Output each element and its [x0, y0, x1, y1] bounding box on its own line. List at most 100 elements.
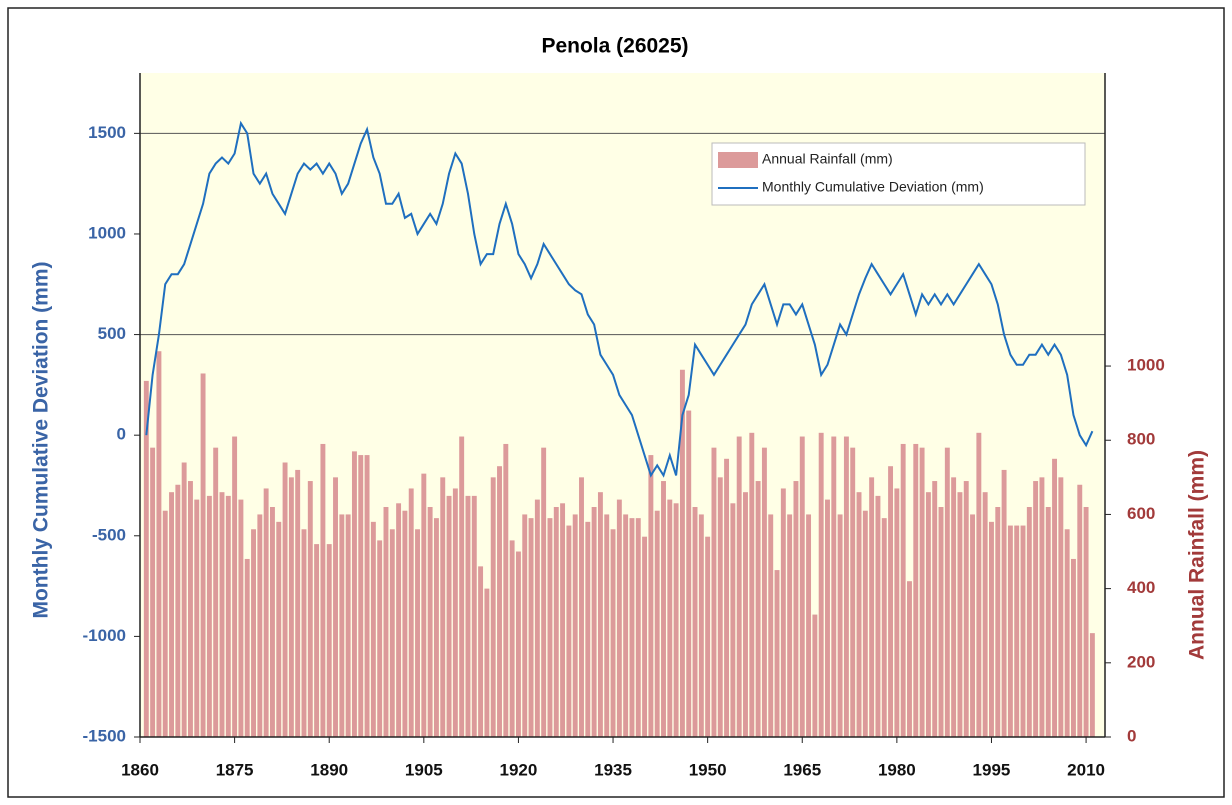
bar	[187, 481, 193, 737]
bar	[169, 492, 174, 737]
bar	[925, 492, 931, 737]
y2-tick-label: 1000	[1127, 356, 1165, 375]
bar	[743, 492, 748, 737]
bar	[326, 544, 332, 737]
y-tick-label: 1000	[88, 223, 126, 242]
bar	[843, 436, 849, 737]
bar	[850, 447, 856, 737]
bar	[768, 514, 774, 737]
bar	[881, 518, 887, 737]
bar	[276, 521, 282, 737]
bar	[648, 455, 654, 737]
bar	[408, 488, 414, 737]
bar	[623, 514, 629, 737]
bar	[837, 514, 843, 737]
bar	[825, 499, 830, 737]
y2-tick-label: 800	[1127, 430, 1155, 449]
bar	[314, 544, 320, 737]
bar	[995, 507, 1001, 737]
bar	[370, 521, 376, 737]
x-tick-label: 1905	[405, 760, 443, 779]
line	[145, 120, 1094, 478]
bar	[1001, 469, 1007, 737]
bar	[1064, 529, 1070, 737]
bar	[787, 514, 793, 737]
bar	[175, 484, 181, 737]
bar	[888, 466, 894, 737]
bar	[560, 503, 566, 737]
bar	[919, 447, 925, 737]
bar	[635, 518, 641, 737]
bar	[749, 432, 755, 737]
bar	[1039, 477, 1045, 737]
bar	[427, 507, 433, 737]
bar	[320, 443, 326, 737]
bar	[799, 436, 805, 737]
x-tick-label: 1980	[878, 760, 916, 779]
bar	[238, 499, 244, 737]
legend-label: Monthly Cumulative Deviation (mm)	[762, 179, 984, 195]
bar	[206, 495, 212, 737]
bar	[679, 369, 685, 737]
bar	[629, 518, 635, 737]
bar	[698, 514, 704, 737]
bar	[661, 481, 666, 737]
bar	[200, 373, 206, 737]
bar	[1033, 481, 1039, 737]
bar	[465, 495, 471, 737]
bar	[383, 507, 389, 737]
bar	[452, 488, 458, 737]
bar	[553, 507, 559, 737]
bar	[503, 443, 509, 737]
bar	[705, 536, 711, 737]
bar	[957, 492, 963, 737]
bar	[1007, 525, 1013, 737]
bar	[471, 495, 477, 737]
y-tick-label: -500	[92, 525, 126, 544]
bar	[143, 380, 149, 737]
x-tick-label: 1920	[500, 760, 538, 779]
bar	[1089, 633, 1095, 737]
bar	[522, 514, 528, 737]
y2-tick-label: 600	[1127, 504, 1155, 523]
bar	[515, 551, 521, 737]
bar	[604, 514, 610, 737]
bar	[642, 536, 648, 737]
bar	[793, 481, 799, 737]
bar	[717, 477, 723, 737]
bar	[761, 447, 767, 737]
bar	[913, 443, 919, 737]
bar	[862, 510, 868, 737]
bar	[736, 436, 742, 737]
bar	[572, 514, 578, 737]
bar	[856, 492, 862, 737]
bar	[963, 481, 969, 737]
bar	[818, 432, 824, 737]
bar	[534, 499, 540, 737]
bar	[944, 447, 950, 737]
bar	[225, 495, 231, 737]
bar	[1071, 558, 1076, 737]
x-tick-label: 2010	[1067, 760, 1105, 779]
bar	[812, 614, 818, 737]
legend-swatch	[718, 152, 758, 168]
x-tick-label: 1860	[121, 760, 159, 779]
bar	[686, 410, 692, 737]
bar	[301, 529, 307, 737]
bar	[339, 514, 345, 737]
bar	[989, 521, 994, 737]
bar	[894, 488, 900, 737]
bar	[932, 481, 938, 737]
x-tick-label: 1965	[783, 760, 821, 779]
bar	[232, 436, 238, 737]
legend-label: Annual Rainfall (mm)	[762, 151, 893, 167]
bar	[358, 455, 364, 737]
bar	[1020, 525, 1026, 737]
bar	[150, 447, 156, 737]
bar	[654, 510, 660, 737]
bar	[907, 581, 912, 737]
y-tick-label: -1500	[83, 726, 126, 745]
bar	[446, 495, 452, 737]
bar	[616, 499, 622, 737]
bar	[459, 436, 465, 737]
